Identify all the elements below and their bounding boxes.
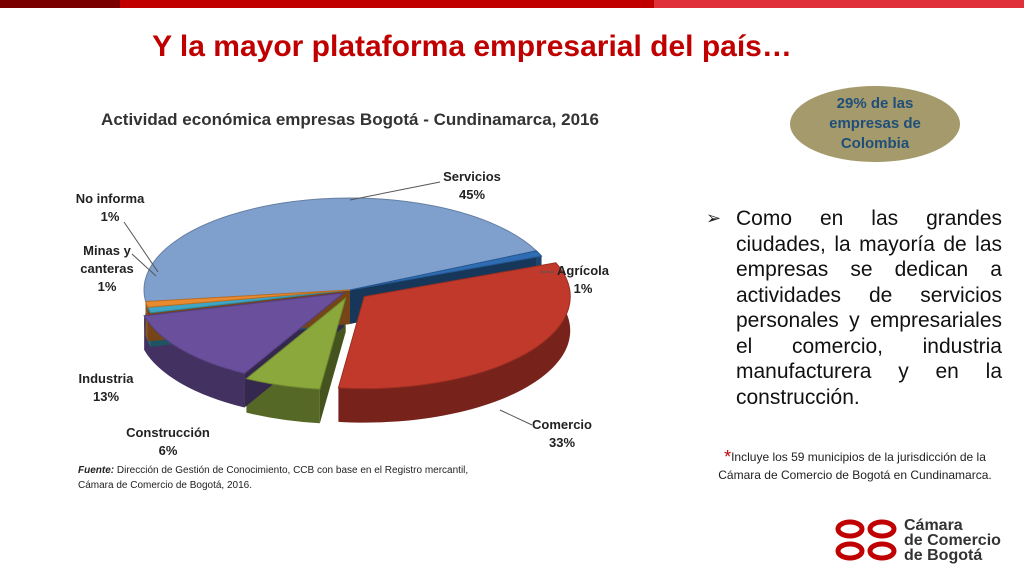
label-minas-line2: canteras	[80, 261, 134, 276]
label-construccion: Construcción 6%	[120, 424, 216, 460]
pie-slice-agr-cola	[349, 250, 543, 291]
pie-slice-comercio	[337, 262, 571, 390]
footnote: *Incluye los 59 municipios de la jurisdi…	[700, 448, 1010, 484]
label-comercio-pct: 33%	[548, 435, 576, 450]
label-industria-pct: 13%	[92, 389, 120, 404]
pie-slice-industria	[143, 292, 346, 375]
footnote-star: *	[724, 447, 732, 467]
footnote-line2: Cámara de Comercio de Bogotá en Cundinam…	[718, 468, 992, 482]
bullet-text: Como en las grandes ciudades, la mayoría…	[736, 207, 1002, 409]
label-minas-line1: Minas y	[83, 243, 131, 258]
logo-text: Cámara de Comercio de Bogotá	[904, 517, 1001, 564]
label-comercio: Comercio 33%	[524, 416, 600, 452]
pie-slice-servicios	[143, 197, 538, 303]
top-accent-bar	[0, 0, 1024, 8]
pie-slice-construcci-n	[245, 296, 347, 390]
leader-minas	[131, 253, 157, 277]
label-minas: Minas y canteras 1%	[66, 242, 148, 296]
slide-title: Y la mayor plataforma empresarial del pa…	[152, 30, 792, 63]
leader-noinforma	[123, 221, 159, 273]
leader-comercio	[499, 409, 533, 426]
pie-tops	[143, 197, 571, 390]
pie-side-industria	[144, 315, 245, 408]
chart-source: Fuente: Dirección de Gestión de Conocimi…	[78, 463, 498, 493]
logo-line1: Cámara	[904, 517, 963, 534]
chart-title: Actividad económica empresas Bogotá - Cu…	[101, 110, 599, 129]
label-servicios-pct: 45%	[458, 187, 486, 202]
label-noinforma-name: No informa	[75, 191, 145, 206]
source-line2: Cámara de Comercio de Bogotá, 2016.	[78, 480, 252, 491]
logo-line3: de Bogotá	[904, 547, 983, 564]
arrow-bullet-icon: ➢	[706, 208, 722, 228]
pie-slice-no-informa	[144, 289, 351, 308]
colombia-share-badge: 29% de las empresas de Colombia	[790, 86, 960, 162]
leader-servicios	[349, 181, 441, 201]
label-industria: Industria 13%	[70, 370, 142, 406]
pie-leaders	[123, 181, 554, 426]
source-label: Fuente:	[78, 465, 115, 476]
label-servicios-name: Servicios	[443, 169, 501, 184]
bullet-point: ➢ Como en las grandes ciudades, la mayor…	[706, 206, 1002, 410]
label-servicios: Servicios 45%	[430, 168, 514, 204]
ccb-logo-icon	[835, 519, 897, 561]
label-agricola-pct: 1%	[573, 281, 593, 296]
pie-side-no-informa	[145, 301, 148, 342]
label-agricola: Agrícola 1%	[550, 262, 616, 298]
label-agricola-name: Agrícola	[556, 263, 609, 278]
source-line1: Dirección de Gestión de Conocimiento, CC…	[114, 465, 469, 476]
logo-line2: de Comercio	[904, 532, 1001, 549]
label-comercio-name: Comercio	[532, 417, 592, 432]
label-noinforma: No informa 1%	[66, 190, 154, 226]
badge-line1: 29% de las	[836, 95, 914, 112]
pie-side-comercio	[338, 262, 571, 423]
label-minas-pct: 1%	[97, 279, 117, 294]
label-industria-name: Industria	[78, 371, 134, 386]
label-construccion-name: Construcción	[126, 425, 210, 440]
label-noinforma-pct: 1%	[100, 209, 120, 224]
badge-line3: Colombia	[840, 135, 910, 152]
footnote-line1: Incluye los 59 municipios de la jurisdic…	[731, 450, 986, 464]
label-construccion-pct: 6%	[158, 443, 178, 458]
badge-line2: empresas de	[829, 115, 921, 132]
